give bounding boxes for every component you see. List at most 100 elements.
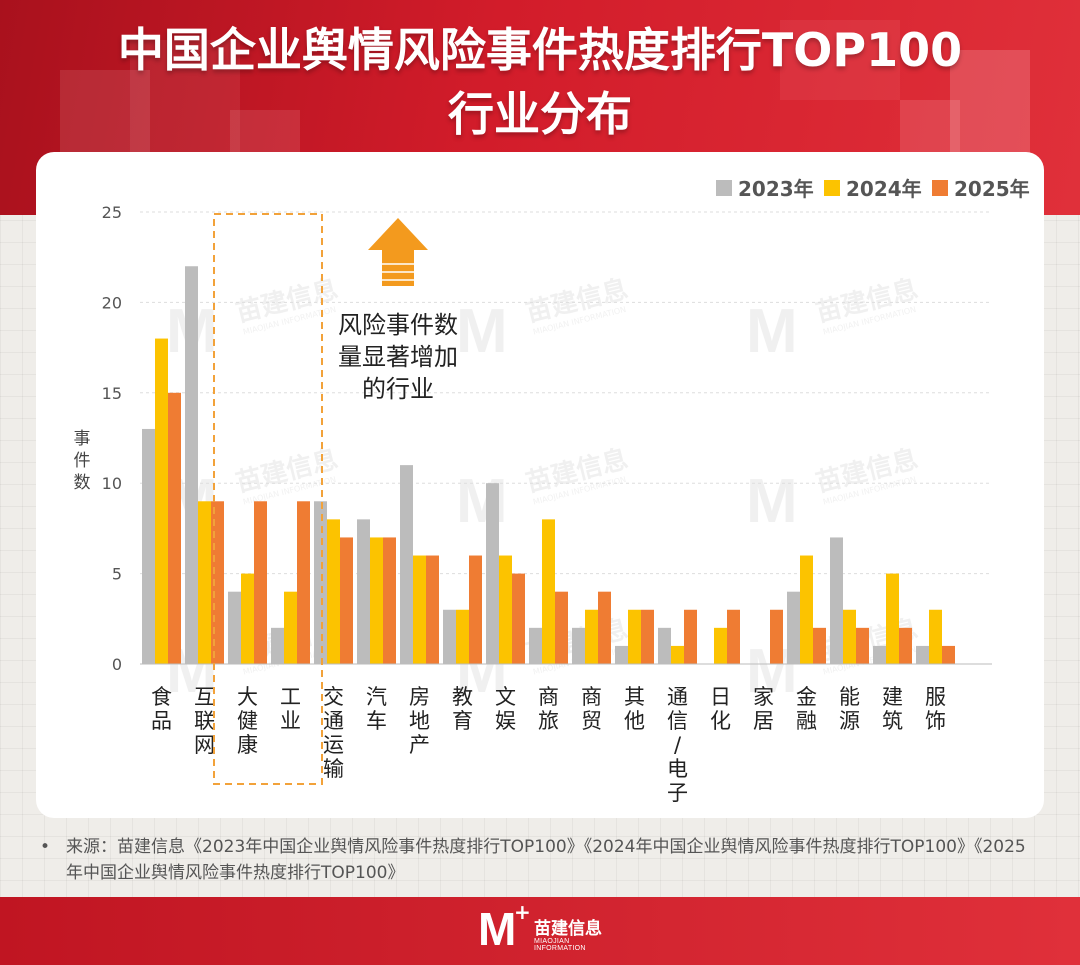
- watermark-letter: M: [746, 467, 798, 536]
- legend-swatch: [932, 180, 948, 196]
- bar: [426, 555, 439, 664]
- bar: [198, 501, 211, 664]
- bar: [942, 645, 955, 664]
- watermark-letter: M: [746, 297, 798, 366]
- watermark-letter: M: [456, 467, 508, 536]
- bar: [185, 266, 198, 664]
- bar: [899, 627, 912, 664]
- bar: [615, 645, 628, 664]
- x-tick-label: 金融: [796, 685, 817, 733]
- legend-label: 2025年: [954, 177, 1030, 201]
- bar: [529, 627, 542, 664]
- x-tick-label: 文娱: [495, 685, 516, 733]
- legend-label: 2024年: [846, 177, 922, 201]
- bar: [327, 519, 340, 664]
- x-tick-label: 汽车: [366, 685, 387, 733]
- annotation-text: 量显著增加: [338, 343, 458, 371]
- bar: [800, 555, 813, 664]
- x-tick-label: 房地产: [409, 685, 430, 757]
- y-tick-label: 25: [102, 203, 122, 222]
- logo-brand-english: MIAOJIAN INFORMATION: [534, 938, 586, 952]
- x-tick-label: 互联网: [194, 685, 215, 757]
- y-tick-label: 5: [112, 565, 122, 584]
- highlight-box: [213, 213, 323, 785]
- bar: [314, 501, 327, 664]
- bar: [830, 537, 843, 664]
- up-arrow-icon: [368, 218, 428, 286]
- bar: [598, 591, 611, 664]
- x-tick-label: 其他: [624, 685, 645, 733]
- bar: [486, 483, 499, 664]
- bar: [254, 501, 267, 664]
- source-note: • 来源：苗建信息《2023年中国企业舆情风险事件热度排行TOP100》《202…: [40, 834, 1040, 886]
- x-tick-label: 交通运输: [323, 685, 344, 781]
- bar: [155, 338, 168, 664]
- bar: [886, 573, 899, 664]
- watermark-letter: M: [456, 297, 508, 366]
- x-tick-label: 教育: [452, 685, 473, 733]
- logo-letter: M: [478, 903, 517, 955]
- legend-swatch: [824, 180, 840, 196]
- y-axis-label: 数: [74, 473, 91, 493]
- bar: [684, 609, 697, 664]
- bar: [628, 609, 641, 664]
- bar: [168, 392, 181, 664]
- y-tick-label: 0: [112, 655, 122, 674]
- bar: [142, 428, 155, 664]
- annotation-text: 风险事件数: [338, 311, 458, 339]
- bar: [585, 609, 598, 664]
- y-axis-label: 件: [74, 451, 91, 471]
- footer-banner: [0, 897, 1080, 965]
- x-tick-label: 家居: [753, 685, 774, 733]
- annotation-text: 的行业: [362, 375, 434, 403]
- bar: [843, 609, 856, 664]
- bar: [770, 609, 783, 664]
- x-tick-label: 日化: [710, 685, 731, 733]
- x-tick-label: 能源: [839, 685, 860, 733]
- x-tick-label: 商贸: [581, 685, 602, 733]
- logo-plus-icon: +: [514, 900, 531, 924]
- bar: [856, 627, 869, 664]
- header-banner: 中国企业舆情风险事件热度排行TOP100 行业分布: [0, 0, 1080, 215]
- x-tick-label: 商旅: [538, 685, 559, 733]
- logo-brand-name: 苗建信息: [534, 919, 602, 939]
- bar: [572, 627, 585, 664]
- bar: [813, 627, 826, 664]
- bar: [340, 537, 353, 664]
- legend-swatch: [716, 180, 732, 196]
- bar: [916, 645, 929, 664]
- bar: [370, 537, 383, 664]
- bar: [555, 591, 568, 664]
- bar: [714, 627, 727, 664]
- decor-block: [780, 20, 900, 100]
- x-tick-label: 通信/电子: [667, 685, 688, 805]
- bar: [211, 501, 224, 664]
- y-tick-label: 15: [102, 384, 122, 403]
- bar: [284, 591, 297, 664]
- page-title-line1: 中国企业舆情风险事件热度排行TOP100: [117, 23, 963, 77]
- x-tick-label: 食品: [151, 685, 172, 733]
- bar: [787, 591, 800, 664]
- bar: [443, 609, 456, 664]
- bar: [241, 573, 254, 664]
- source-bullet: •: [40, 837, 51, 857]
- bar: [383, 537, 396, 664]
- bar: [297, 501, 310, 664]
- bar: [512, 573, 525, 664]
- bar: [456, 609, 469, 664]
- bar: [671, 645, 684, 664]
- legend-label: 2023年: [738, 177, 814, 201]
- bar: [228, 591, 241, 664]
- bar: [271, 627, 284, 664]
- bar: [400, 465, 413, 664]
- brand-logo: M + 苗建信息 MIAOJIAN INFORMATION: [478, 900, 618, 960]
- y-tick-label: 10: [102, 474, 122, 493]
- bar: [499, 555, 512, 664]
- page-title-line2: 行业分布: [448, 87, 632, 141]
- bar: [542, 519, 555, 664]
